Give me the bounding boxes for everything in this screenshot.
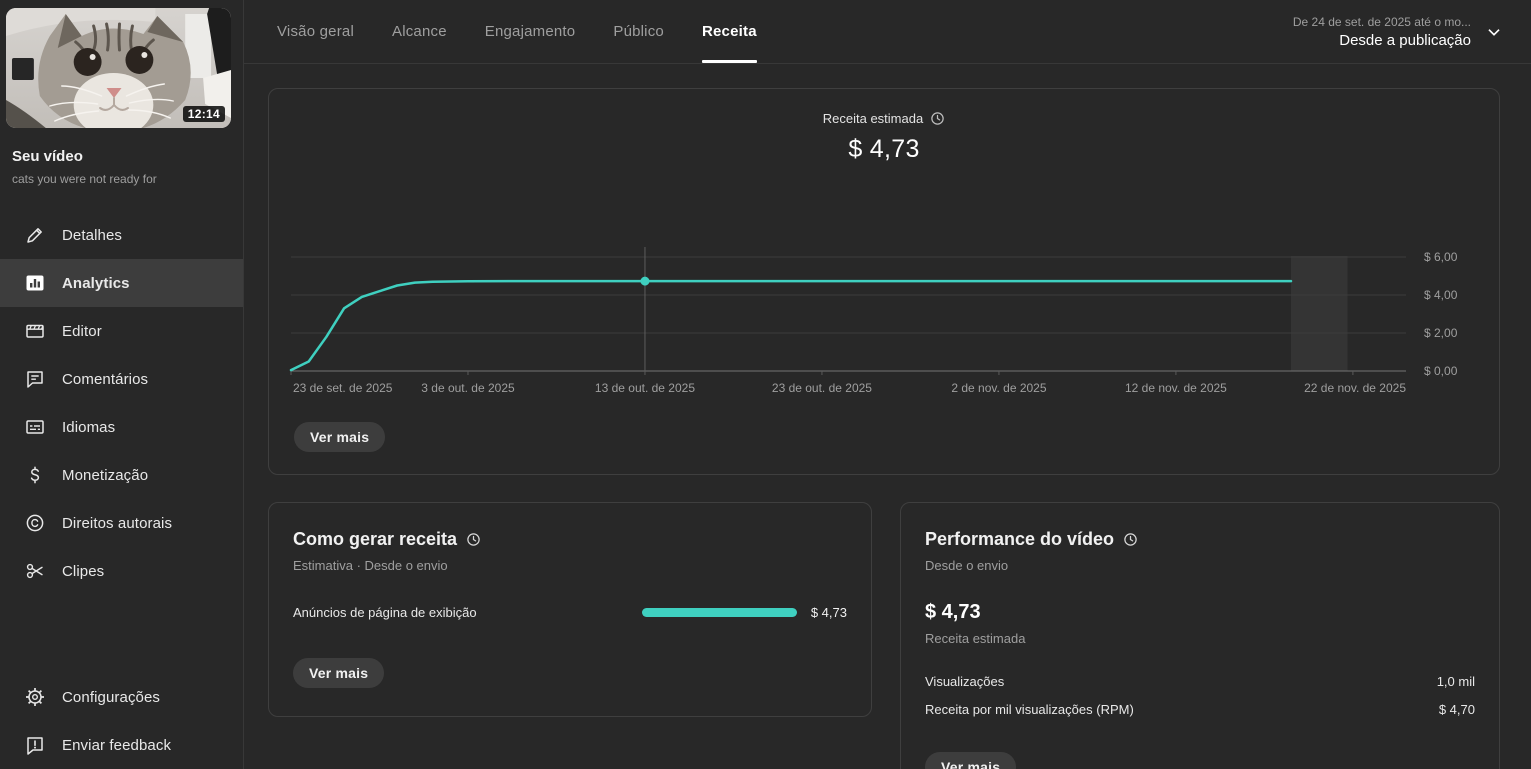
copyright-icon — [24, 513, 45, 534]
scissors-icon — [24, 561, 45, 582]
sidebar-item-idiomas[interactable]: Idiomas — [0, 403, 243, 451]
revenue-source-bar — [642, 608, 797, 617]
x-axis-tick-label: 12 de nov. de 2025 — [1125, 381, 1227, 395]
metric-label: Receita por mil visualizações (RPM) — [925, 702, 1134, 717]
tab-receita[interactable]: Receita — [683, 0, 776, 63]
analytics-tabs: Visão geral Alcance Engajamento Público … — [258, 0, 776, 63]
performance-see-more-button[interactable]: Ver mais — [925, 752, 1017, 769]
clock-icon — [467, 533, 480, 546]
clapperboard-icon — [24, 321, 45, 342]
revenue-source-row: Anúncios de página de exibição $ 4,73 — [293, 605, 847, 620]
analytics-icon — [24, 273, 45, 294]
feedback-icon — [24, 735, 45, 756]
card-subtitle: Estimativa · Desde o envio — [293, 558, 448, 573]
main-panel: Visão geral Alcance Engajamento Público … — [244, 0, 1531, 769]
analytics-topbar: Visão geral Alcance Engajamento Público … — [244, 0, 1531, 64]
video-thumbnail[interactable]: 12:14 — [6, 8, 231, 128]
revenue-line-series — [289, 279, 1293, 372]
sidebar-item-label: Monetização — [62, 466, 149, 484]
cat-thumbnail-image — [6, 8, 231, 128]
sidebar-item-label: Idiomas — [62, 418, 116, 436]
revenue-line-chart[interactable]: $ 6,00 $ 4,00 $ 2,00 $ 0,00 23 de set. de 20… — [269, 239, 1497, 409]
chart-see-more-button[interactable]: Ver mais — [294, 422, 386, 452]
metric-label: Visualizações — [925, 674, 1005, 689]
how-see-more-button[interactable]: Ver mais — [293, 658, 385, 688]
video-performance-card: Performance do vídeo Desde o envio $ 4,7… — [900, 502, 1500, 769]
chart-header: Receita estimada $ 4,73 — [269, 89, 1499, 164]
date-range-label: Desde a publicação — [1339, 31, 1471, 49]
sidebar: 12:14 Seu vídeo cats you were not ready … — [0, 0, 244, 769]
x-axis-tick-label: 23 de set. de 2025 — [293, 381, 393, 395]
sidebar-item-label: Comentários — [62, 370, 149, 388]
y-axis-tick-label: $ 4,00 — [1424, 288, 1458, 302]
y-axis-tick-label: $ 2,00 — [1424, 326, 1458, 340]
sidebar-item-label: Direitos autorais — [62, 514, 173, 532]
sidebar-item-label: Enviar feedback — [62, 736, 172, 754]
tab-publico[interactable]: Público — [613, 23, 664, 40]
clock-icon — [931, 112, 944, 125]
card-subtitle: Desde o envio — [925, 558, 1009, 573]
chart-title: Receita estimada — [822, 111, 924, 126]
sidebar-item-detalhes[interactable]: Detalhes — [0, 211, 243, 259]
how-you-make-money-card: Como gerar receita Estimativa · Desde o … — [268, 502, 872, 717]
tab-alcance[interactable]: Alcance — [391, 23, 447, 40]
date-range-picker[interactable]: De 24 de set. de 2025 até o mo... Desde … — [1293, 0, 1505, 63]
sidebar-item-monetizacao[interactable]: Monetização — [0, 451, 243, 499]
y-axis-tick-label: $ 0,00 — [1424, 364, 1458, 378]
video-subtitle: cats you were not ready for — [12, 172, 157, 186]
sidebar-menu: Detalhes Analytics Editor Comentários Id… — [0, 211, 243, 595]
cards-row: Como gerar receita Estimativa · Desde o … — [268, 502, 1500, 769]
video-title: Seu vídeo — [12, 148, 83, 165]
sidebar-item-clipes[interactable]: Clipes — [0, 547, 243, 595]
metric-row-views: Visualizações 1,0 mil — [925, 674, 1475, 692]
date-range-detail: De 24 de set. de 2025 até o mo... — [1292, 14, 1471, 29]
card-title: Performance do vídeo — [925, 529, 1115, 549]
date-range-text: De 24 de set. de 2025 até o mo... Desde … — [1293, 15, 1471, 49]
sidebar-footer-menu: Configurações Enviar feedback — [0, 673, 243, 769]
card-title: Como gerar receita — [293, 529, 458, 549]
dollar-icon — [24, 465, 45, 486]
subtitles-icon — [24, 417, 45, 438]
tab-visao-geral[interactable]: Visão geral — [277, 23, 354, 40]
y-axis-tick-label: $ 6,00 — [1424, 250, 1458, 264]
x-axis-tick-label: 13 de out. de 2025 — [595, 381, 695, 395]
comment-icon — [24, 369, 45, 390]
revenue-source-label: Anúncios de página de exibição — [293, 605, 477, 620]
metric-value: 1,0 mil — [1436, 674, 1475, 689]
sidebar-item-label: Detalhes — [62, 226, 123, 244]
sidebar-item-direitos-autorais[interactable]: Direitos autorais — [0, 499, 243, 547]
metric-value: $ 4,70 — [1438, 702, 1475, 717]
performance-revenue-value: $ 4,73 — [925, 601, 981, 623]
sidebar-item-label: Configurações — [62, 688, 161, 706]
sidebar-item-analytics[interactable]: Analytics — [0, 259, 243, 307]
analytics-content: Receita estimada $ 4,73 $ 6,00 $ 4,00 $ 2,… — [244, 64, 1531, 769]
clock-icon — [1124, 533, 1137, 546]
sidebar-item-label: Analytics — [62, 274, 130, 292]
sidebar-item-label: Editor — [62, 322, 102, 340]
revenue-source-value: $ 4,73 — [810, 605, 847, 620]
highlight-data-point — [640, 276, 650, 286]
sidebar-item-enviar-feedback[interactable]: Enviar feedback — [0, 721, 243, 769]
performance-revenue-label: Receita estimada — [925, 631, 1026, 646]
x-axis-tick-label: 3 de out. de 2025 — [421, 381, 515, 395]
x-axis-tick-label: 23 de out. de 2025 — [772, 381, 872, 395]
chart-total-value: $ 4,73 — [848, 135, 920, 163]
x-axis-tick-label: 2 de nov. de 2025 — [951, 381, 1047, 395]
tab-engajamento[interactable]: Engajamento — [484, 23, 576, 40]
estimated-revenue-chart-card: Receita estimada $ 4,73 $ 6,00 $ 4,00 $ 2,… — [268, 88, 1500, 475]
sidebar-item-editor[interactable]: Editor — [0, 307, 243, 355]
pencil-icon — [24, 225, 45, 246]
chevron-down-icon[interactable] — [1483, 21, 1505, 43]
x-axis-tick-label: 22 de nov. de 2025 — [1304, 381, 1406, 395]
sidebar-item-configuracoes[interactable]: Configurações — [0, 673, 243, 721]
gear-icon — [24, 687, 45, 708]
performance-metrics: Visualizações 1,0 mil Receita por mil vi… — [925, 674, 1475, 720]
partial-data-region — [1290, 256, 1348, 371]
sidebar-item-label: Clipes — [62, 562, 105, 580]
sidebar-item-comentarios[interactable]: Comentários — [0, 355, 243, 403]
metric-row-rpm: Receita por mil visualizações (RPM) $ 4,… — [925, 702, 1475, 720]
video-duration-badge: 12:14 — [182, 106, 225, 122]
